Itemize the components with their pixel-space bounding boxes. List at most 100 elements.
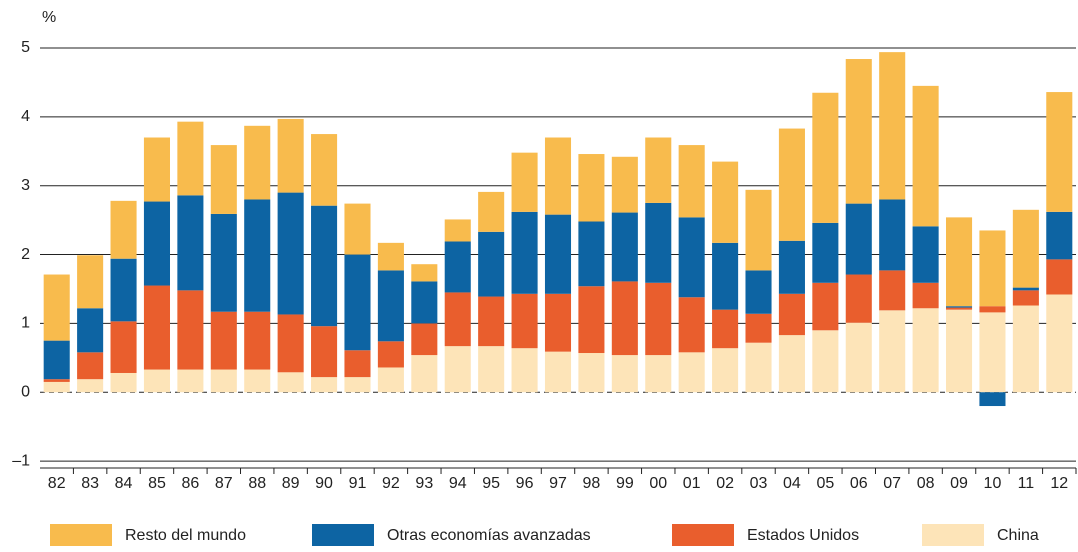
x-tick-label: 12: [1050, 475, 1068, 492]
bar-segment: [712, 309, 739, 349]
bar-segment: [110, 258, 137, 322]
bar-segment: [845, 274, 872, 323]
y-tick-label: 1: [21, 315, 30, 332]
x-tick-label: 93: [415, 475, 433, 492]
bar-segment: [879, 310, 906, 393]
bar-segment: [143, 137, 171, 202]
x-tick-label: 97: [549, 475, 567, 492]
bar-segment: [377, 341, 404, 368]
bar-segment: [411, 355, 438, 393]
legend-label: Otras economías avanzadas: [387, 527, 591, 544]
bar-segment: [745, 313, 772, 343]
bar-segment: [244, 369, 271, 393]
bar-segment: [745, 189, 772, 271]
bar-segment: [678, 145, 705, 218]
bar-segment: [812, 330, 839, 393]
bar-segment: [945, 307, 973, 310]
bar-segment: [879, 199, 906, 271]
bar-segment: [1046, 294, 1073, 393]
bar-segment: [77, 255, 104, 309]
bar-segment: [244, 199, 271, 312]
bar-segment: [344, 254, 371, 351]
bar-segment: [778, 293, 805, 336]
x-tick-label: 90: [315, 475, 333, 492]
bar-segment: [1046, 211, 1073, 260]
bar-segment: [411, 323, 438, 356]
bar-segment: [879, 270, 906, 311]
x-tick-label: 10: [984, 475, 1002, 492]
bar-segment: [979, 306, 1006, 313]
bar-segment: [478, 296, 505, 347]
legend-swatch: [50, 524, 112, 546]
bar-segment: [344, 350, 371, 378]
bar-segment: [745, 270, 772, 314]
y-tick-label: 2: [21, 246, 30, 263]
bar-segment: [411, 264, 438, 282]
bar-segment: [478, 191, 505, 232]
y-tick-label: 5: [21, 39, 30, 56]
bar-segment: [778, 335, 805, 393]
x-tick-label: 09: [950, 475, 968, 492]
legend-swatch: [672, 524, 734, 546]
bar-segment: [1012, 290, 1039, 306]
bar-segment: [311, 377, 338, 393]
legend-label: Resto del mundo: [125, 527, 246, 544]
bar-segment: [511, 152, 538, 212]
bar-segment: [444, 241, 471, 293]
bar-segment: [912, 85, 939, 227]
x-tick-label: 98: [583, 475, 601, 492]
bar-segment: [611, 156, 638, 213]
bar-segment: [177, 195, 204, 291]
bar-segment: [1046, 259, 1073, 295]
bar-segment: [1012, 209, 1039, 288]
bar-segment: [444, 292, 471, 347]
x-tick-label: 04: [783, 475, 801, 492]
x-tick-label: 99: [616, 475, 634, 492]
x-tick-label: 85: [148, 475, 166, 492]
bar-segment: [578, 154, 605, 222]
bar-segment: [143, 369, 171, 393]
bar-segment: [812, 282, 839, 331]
x-tick-label: 96: [516, 475, 534, 492]
bar-segment: [611, 212, 638, 282]
legend-label: Estados Unidos: [747, 527, 859, 544]
bar-segment: [745, 342, 772, 393]
y-tick-label: 4: [21, 108, 30, 125]
bar-segment: [210, 369, 237, 393]
bar-segment: [478, 231, 505, 297]
bar-segment: [177, 121, 204, 196]
x-tick-label: 06: [850, 475, 868, 492]
bar-segment: [678, 297, 705, 353]
bar-segment: [277, 118, 304, 193]
x-tick-label: 03: [750, 475, 768, 492]
bar-segment: [210, 311, 237, 370]
bar-segment: [110, 200, 137, 259]
legend-swatch: [922, 524, 984, 546]
x-tick-label: 08: [917, 475, 935, 492]
bar-segment: [478, 346, 505, 393]
bar-segment: [812, 92, 839, 223]
x-tick-label: 86: [181, 475, 199, 492]
bar-segment: [712, 242, 739, 310]
legend-swatch: [312, 524, 374, 546]
x-tick-label: 02: [716, 475, 734, 492]
bar-segment: [77, 379, 104, 393]
bar-segment: [43, 379, 70, 382]
y-tick-label: –1: [12, 452, 30, 469]
bar-segment: [244, 311, 271, 370]
bar-segment: [377, 270, 404, 342]
bar-segment: [678, 217, 705, 298]
y-axis-label: %: [42, 9, 56, 26]
bar-segment: [311, 205, 338, 327]
bar-segment: [845, 203, 872, 275]
bar-segment: [77, 308, 104, 353]
bar-segment: [611, 355, 638, 393]
bar-segment: [177, 290, 204, 370]
bar-segment: [979, 392, 1006, 407]
bar-segment: [43, 381, 70, 393]
bar-segment: [645, 282, 672, 356]
x-tick-label: 87: [215, 475, 233, 492]
bar-segment: [210, 145, 237, 214]
bar-segment: [645, 202, 672, 283]
